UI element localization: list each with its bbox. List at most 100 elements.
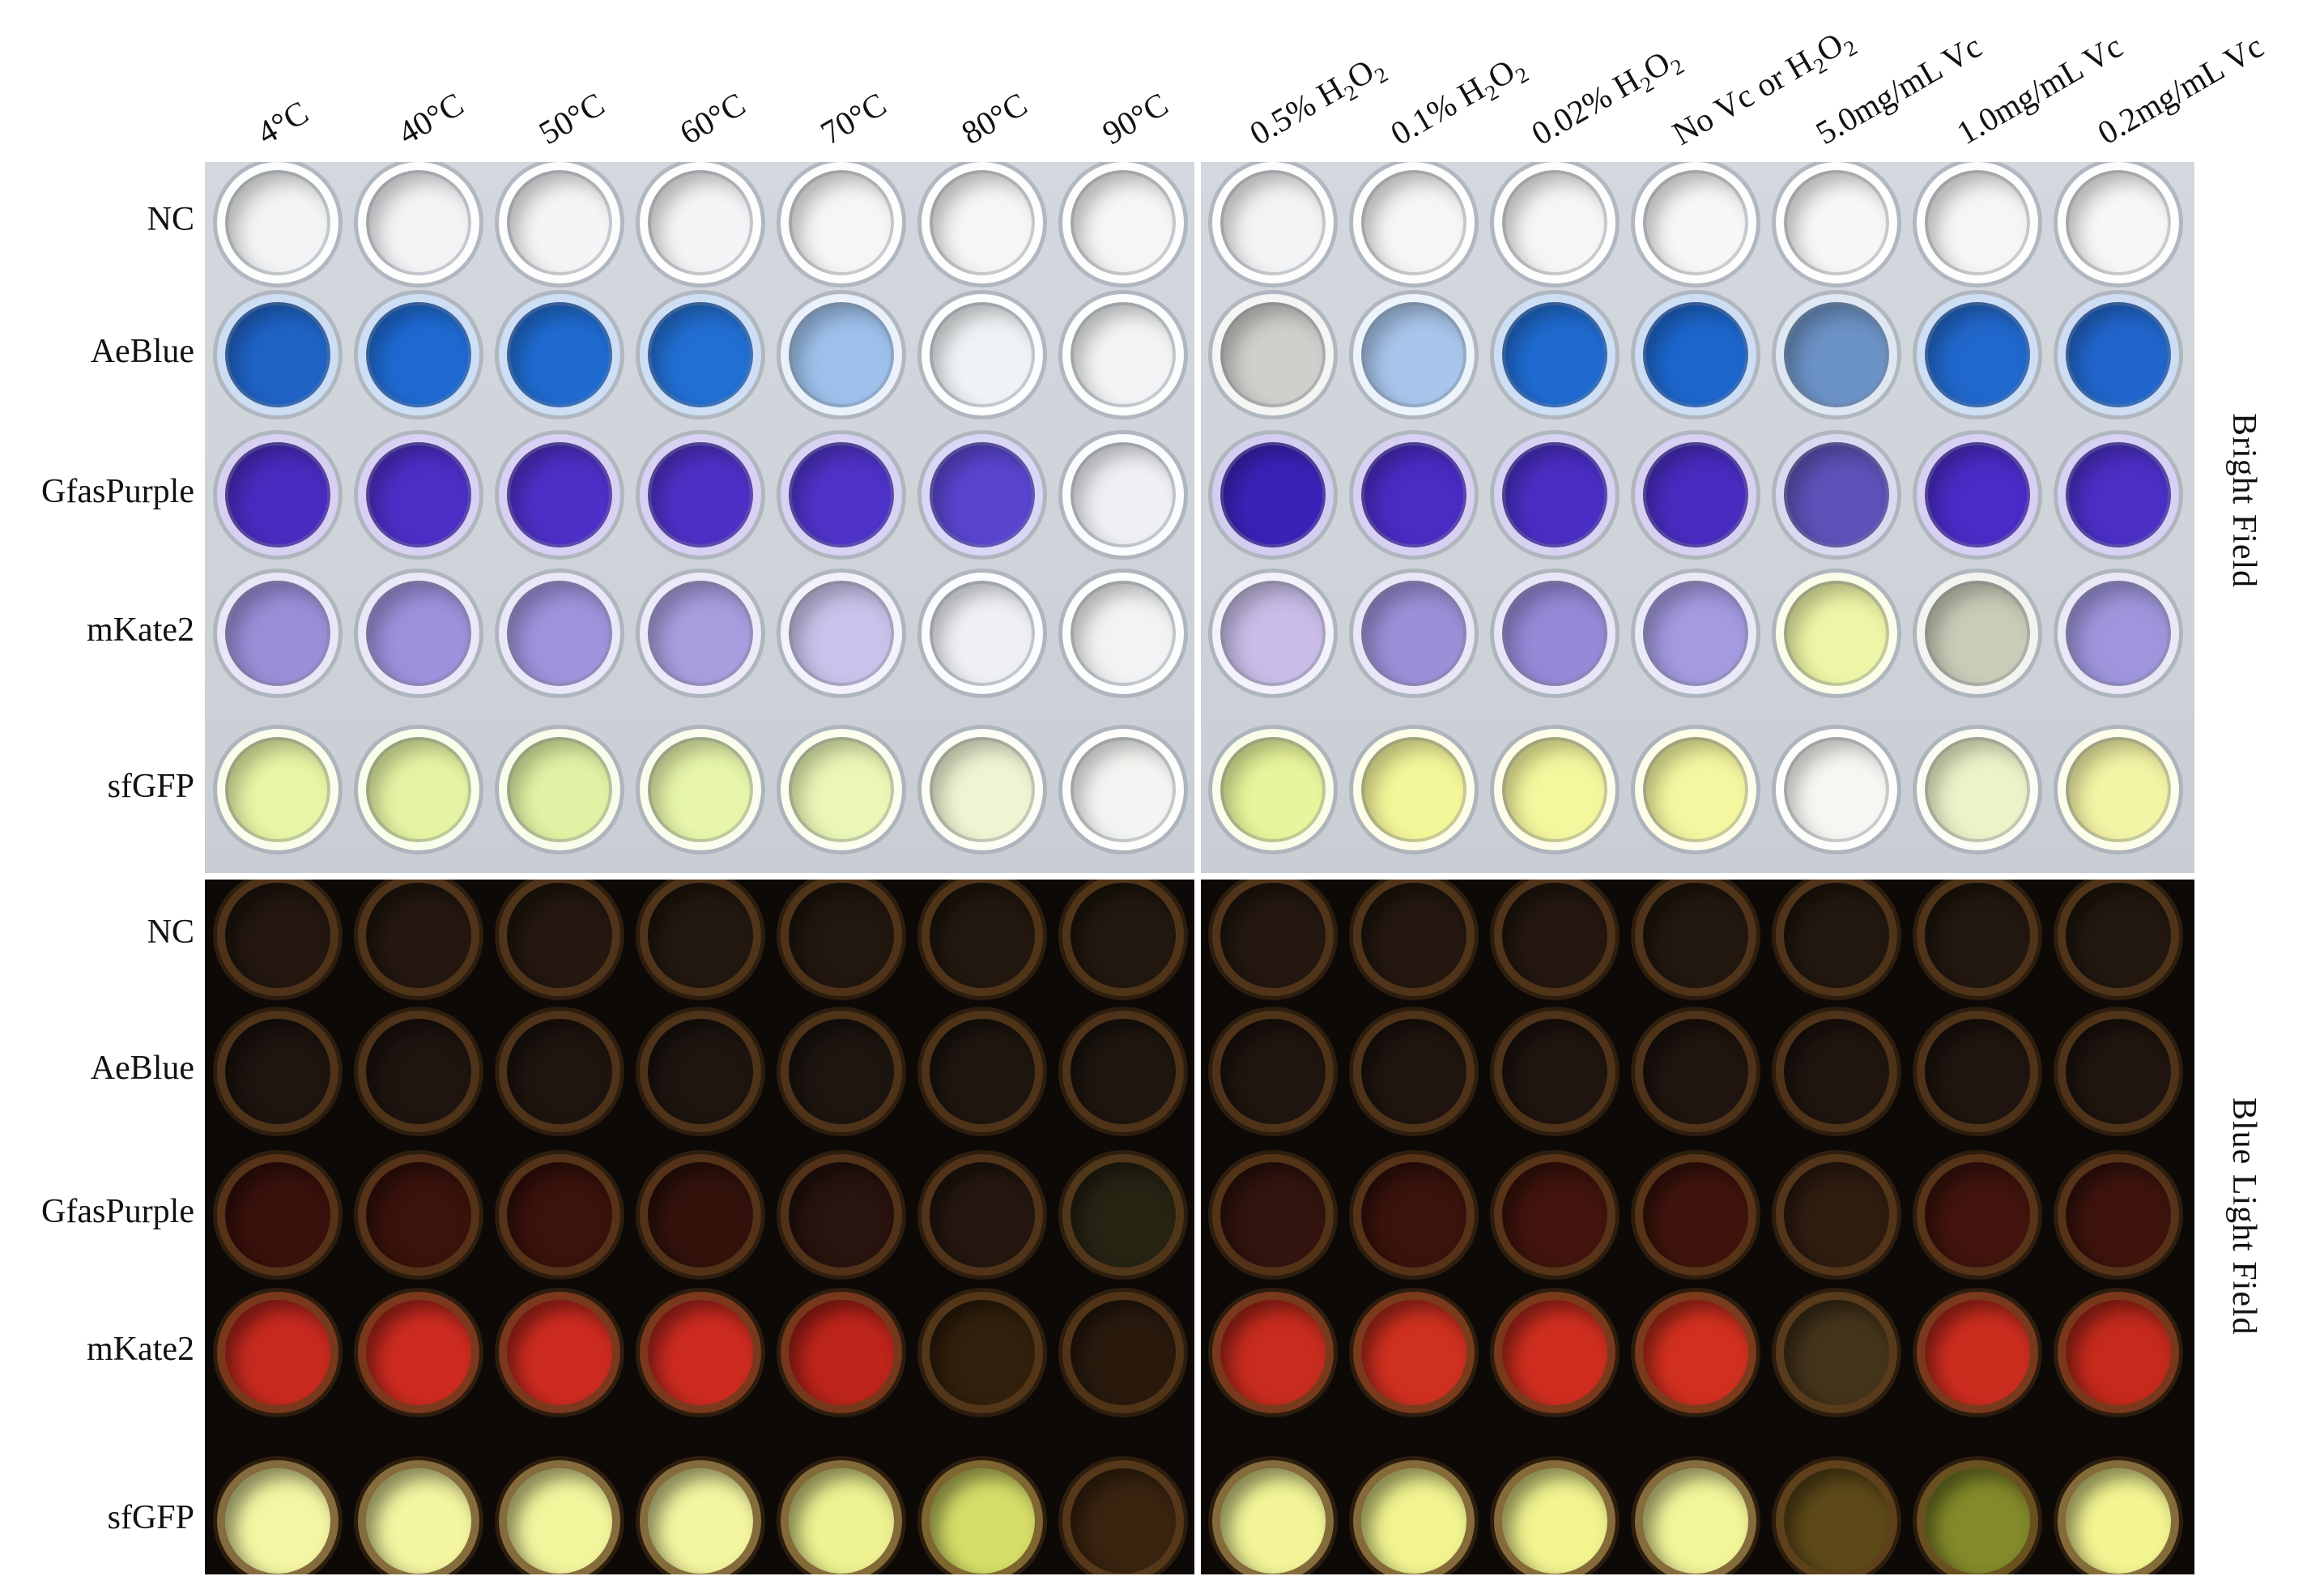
blue-treatment-well — [1776, 1154, 1897, 1276]
blue-temperature-well — [217, 880, 338, 996]
blue-temperature-well — [358, 1011, 479, 1132]
bright-row-label: NC — [147, 201, 194, 238]
bright-treatment-well — [1635, 729, 1756, 850]
blue-temperature-well — [781, 1154, 902, 1276]
bright-temperature-well — [781, 294, 902, 415]
blue-treatment-well — [1212, 880, 1334, 996]
blue-row-label: GfasPurple — [41, 1193, 194, 1230]
bright-temperature-well — [640, 294, 761, 415]
bright-treatment-well — [2058, 294, 2179, 415]
bright-treatment-well — [1353, 434, 1475, 556]
blue-row-label: sfGFP — [107, 1499, 194, 1536]
blue-temperature-well — [499, 1460, 620, 1574]
blue-temperature-well — [358, 1154, 479, 1276]
bright-row-label: mKate2 — [87, 611, 194, 649]
blue-temperature-well — [922, 1460, 1043, 1574]
bright-temperature-well — [499, 729, 620, 850]
bright-field-label: Bright Field — [2225, 413, 2262, 589]
blue-temperature-well — [1062, 1154, 1184, 1276]
bright-row-label: AeBlue — [90, 333, 194, 370]
bright-temperature-well — [217, 294, 338, 415]
temperature-column-label: 50°C — [532, 84, 611, 152]
blue-treatment-well — [2058, 1011, 2179, 1132]
blue-treatment-well — [1917, 1011, 2038, 1132]
blue-treatment-well — [1776, 880, 1897, 996]
blue-light-treatment-plate — [1201, 880, 2194, 1574]
blue-treatment-well — [1353, 1460, 1475, 1574]
temperature-column-label: 40°C — [391, 84, 470, 152]
bright-temperature-well — [922, 434, 1043, 556]
blue-treatment-well — [1635, 1292, 1756, 1413]
bright-treatment-well — [1635, 294, 1756, 415]
blue-treatment-well — [1635, 1011, 1756, 1132]
blue-row-label: mKate2 — [87, 1331, 194, 1368]
blue-treatment-well — [2058, 1292, 2179, 1413]
label-text: 0.1% H — [1384, 69, 1491, 152]
bright-temperature-well — [640, 162, 761, 283]
bright-treatment-well — [1494, 162, 1615, 283]
bright-temperature-well — [358, 729, 479, 850]
bright-temperature-well — [499, 294, 620, 415]
bright-treatment-well — [1776, 162, 1897, 283]
bright-temperature-well — [922, 294, 1043, 415]
bright-treatment-well — [1494, 573, 1615, 694]
blue-temperature-well — [640, 1011, 761, 1132]
bright-temperature-well — [358, 434, 479, 556]
bright-temperature-well — [217, 434, 338, 556]
bright-temperature-well — [499, 573, 620, 694]
blue-treatment-well — [2058, 1460, 2179, 1574]
bright-temperature-well — [781, 162, 902, 283]
label-text: 0.5% H — [1243, 69, 1350, 152]
bright-temperature-well — [640, 729, 761, 850]
bright-temperature-well — [217, 573, 338, 694]
temperature-column-label: 70°C — [814, 84, 892, 152]
blue-temperature-well — [922, 1292, 1043, 1413]
bright-treatment-well — [2058, 162, 2179, 283]
bright-temperature-well — [922, 162, 1043, 283]
blue-temperature-well — [1062, 1292, 1184, 1413]
blue-temperature-well — [1062, 880, 1184, 996]
bright-treatment-well — [1353, 294, 1475, 415]
bright-treatment-well — [1212, 294, 1334, 415]
blue-temperature-well — [922, 880, 1043, 996]
blue-treatment-well — [1353, 1292, 1475, 1413]
bright-treatment-well — [1212, 729, 1334, 850]
label-text: 0.02% H — [1525, 61, 1646, 152]
blue-temperature-well — [217, 1011, 338, 1132]
blue-treatment-well — [1917, 1154, 2038, 1276]
bright-treatment-well — [1917, 294, 2038, 415]
blue-temperature-well — [358, 1460, 479, 1574]
blue-treatment-well — [1917, 1292, 2038, 1413]
bright-row-label: sfGFP — [107, 768, 194, 805]
bright-treatment-well — [1776, 573, 1897, 694]
treatment-column-label: 0.02% H2O2 — [1525, 37, 1688, 157]
bright-treatment-well — [1917, 162, 2038, 283]
bright-treatment-well — [1353, 729, 1475, 850]
temperature-column-label: 60°C — [673, 84, 751, 152]
bright-field-temperature-plate — [205, 162, 1194, 873]
bright-temperature-well — [640, 434, 761, 556]
bright-treatment-well — [1635, 434, 1756, 556]
bright-temperature-well — [922, 729, 1043, 850]
blue-treatment-well — [2058, 1154, 2179, 1276]
bright-temperature-well — [358, 573, 479, 694]
blue-temperature-well — [640, 1292, 761, 1413]
blue-treatment-well — [1353, 1011, 1475, 1132]
bright-temperature-well — [499, 162, 620, 283]
bright-treatment-well — [1494, 434, 1615, 556]
blue-temperature-well — [217, 1292, 338, 1413]
blue-light-temperature-plate — [205, 880, 1194, 1574]
bright-treatment-well — [1494, 729, 1615, 850]
blue-treatment-well — [1776, 1460, 1897, 1574]
bright-temperature-well — [781, 434, 902, 556]
bright-temperature-well — [217, 162, 338, 283]
bright-temperature-well — [640, 573, 761, 694]
blue-row-label: AeBlue — [90, 1050, 194, 1087]
bright-treatment-well — [2058, 573, 2179, 694]
bright-temperature-well — [1062, 573, 1184, 694]
bright-treatment-well — [1635, 573, 1756, 694]
bright-field-treatment-plate — [1201, 162, 2194, 873]
bright-treatment-well — [1212, 434, 1334, 556]
blue-temperature-well — [640, 1460, 761, 1574]
blue-temperature-well — [781, 1292, 902, 1413]
